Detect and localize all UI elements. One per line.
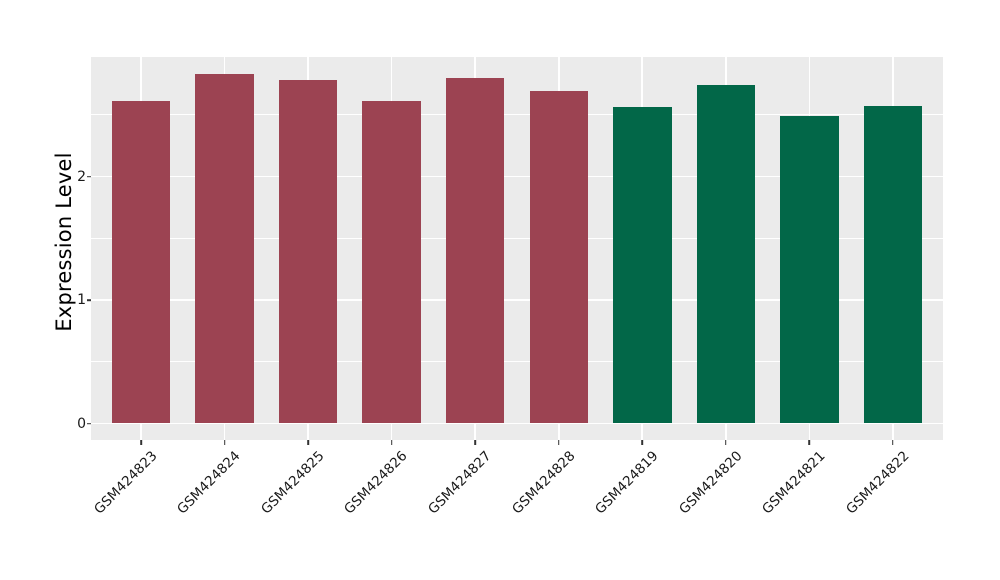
x-tick-mark: [474, 440, 477, 445]
minor-gridline: [91, 237, 943, 239]
bar: [111, 101, 171, 424]
bar: [529, 91, 588, 424]
y-tick-mark: [86, 299, 91, 301]
y-tick-label: 1: [77, 292, 86, 308]
x-tick-mark: [557, 440, 560, 445]
bar: [278, 80, 338, 424]
bar: [362, 101, 421, 424]
y-tick-mark: [86, 175, 91, 178]
minor-gridline: [91, 361, 943, 363]
y-tick-mark: [86, 422, 91, 425]
y-axis-title: Expression Level: [52, 152, 76, 332]
major-gridline: [91, 299, 943, 301]
x-tick-mark: [140, 440, 142, 445]
bar: [780, 115, 839, 424]
x-tick-mark: [892, 440, 894, 445]
bar: [446, 77, 505, 424]
x-tick-mark: [641, 440, 644, 445]
bar: [613, 107, 672, 424]
bar: [696, 85, 756, 424]
x-tick-mark: [307, 440, 309, 445]
bar: [863, 106, 923, 424]
x-tick-mark: [390, 440, 393, 445]
y-tick-label: 2: [77, 168, 86, 185]
bar: [195, 73, 254, 424]
x-tick-mark: [808, 440, 811, 445]
plot-panel: [91, 57, 943, 440]
minor-gridline: [91, 114, 943, 116]
major-gridline: [91, 175, 943, 178]
major-gridline: [91, 422, 943, 425]
y-tick-label: 0: [77, 415, 86, 432]
x-tick-mark: [725, 440, 727, 445]
x-tick-mark: [223, 440, 226, 445]
